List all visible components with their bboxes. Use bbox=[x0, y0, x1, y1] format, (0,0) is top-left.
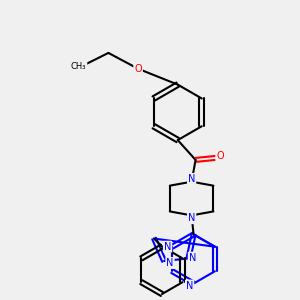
Text: N: N bbox=[189, 253, 196, 263]
Text: O: O bbox=[134, 64, 142, 74]
Text: CH₃: CH₃ bbox=[71, 62, 86, 71]
Text: N: N bbox=[188, 213, 195, 223]
Text: N: N bbox=[166, 258, 174, 268]
Text: N: N bbox=[186, 280, 193, 290]
Text: O: O bbox=[216, 151, 224, 161]
Text: N: N bbox=[188, 174, 195, 184]
Text: N: N bbox=[164, 242, 171, 252]
